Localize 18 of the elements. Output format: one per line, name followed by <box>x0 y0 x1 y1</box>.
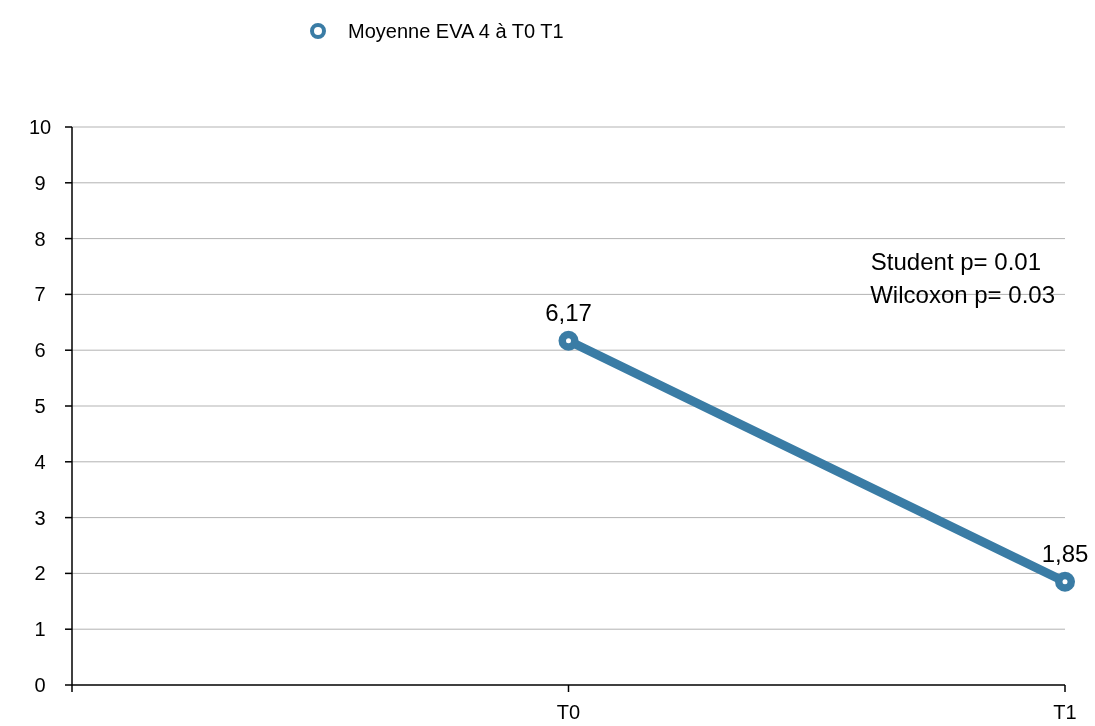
y-tick-label: 8 <box>34 227 46 250</box>
x-tick-label: T0 <box>556 701 581 723</box>
legend-label: Moyenne EVA 4 à T0 T1 <box>348 20 564 42</box>
y-tick-label: 1 <box>34 618 46 641</box>
y-tick-label: 5 <box>34 395 46 417</box>
y-tick-label: 3 <box>34 506 46 529</box>
data-label: 6,17 <box>545 298 592 326</box>
y-tick-label: 10 <box>28 116 52 138</box>
x-tick-label: T1 <box>1053 701 1077 723</box>
y-tick-label: 9 <box>34 171 46 194</box>
annotation: Wilcoxon p= 0.03 <box>870 281 1055 308</box>
y-tick-label: 2 <box>34 562 46 585</box>
data-label: 1,85 <box>1041 539 1089 567</box>
annotation: Student p= 0.01 <box>870 248 1041 275</box>
y-tick-label: 6 <box>34 339 46 362</box>
y-tick-label: 0 <box>34 674 46 696</box>
y-tick-label: 4 <box>34 450 46 473</box>
y-tick-label: 7 <box>34 283 46 306</box>
